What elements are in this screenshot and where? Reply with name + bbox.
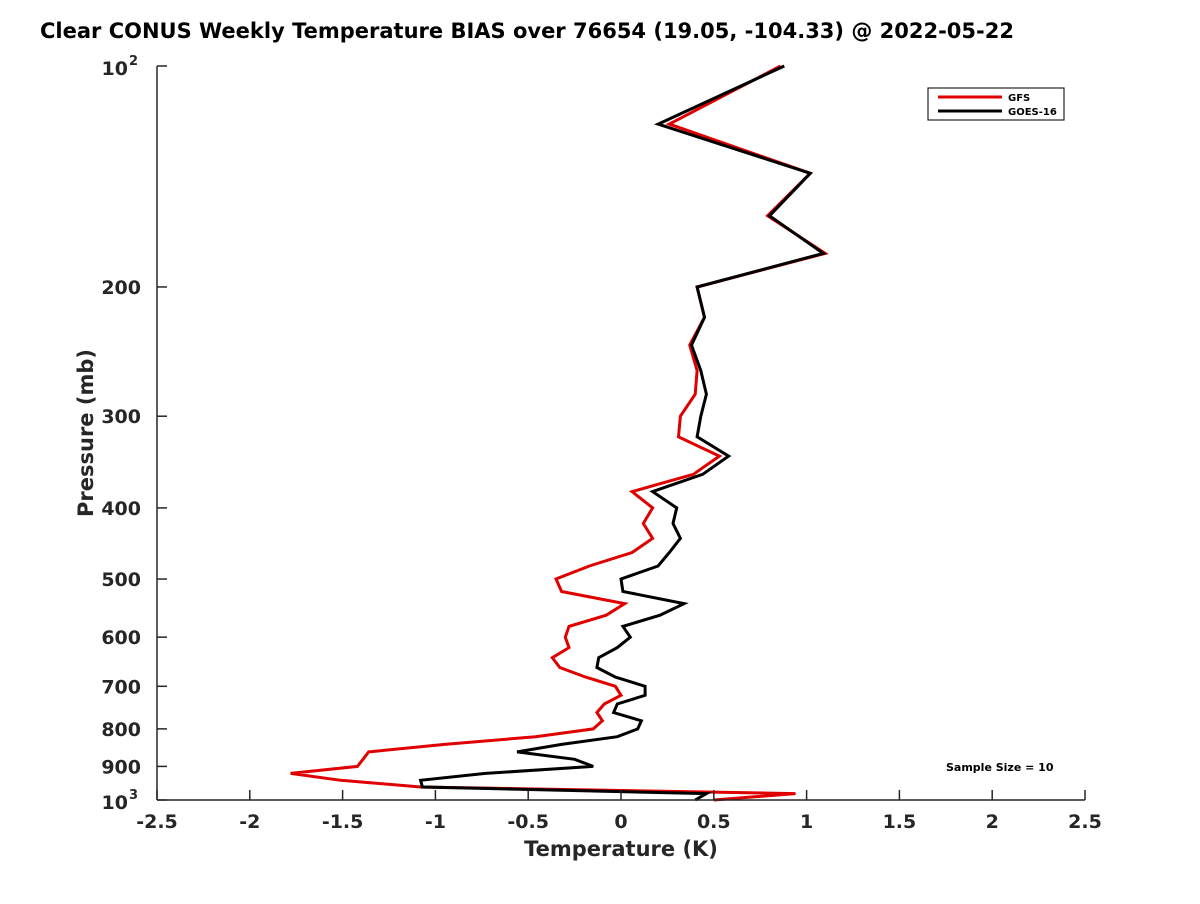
x-tick-label: 0.5 [697,811,731,833]
y-tick-label-base: 10 [102,792,128,814]
y-axis-label: Pressure (mb) [74,349,98,517]
x-ticks: -2.5 -2 -1.5 -1 -0.5 0 0.5 1 1.5 2 2.5 [136,790,1102,833]
y-tick-label: 600 [101,627,141,649]
legend-box [927,87,1065,121]
y-tick-label: 700 [101,676,141,698]
legend-label-goes16: GOES-16 [1008,107,1057,118]
y-tick-label: 200 [101,277,141,299]
legend: GFS GOES-16 [927,87,1065,121]
plot-lines [290,64,829,802]
y-tick-label-exponent: 3 [129,788,138,803]
y-tick-label: 800 [101,719,141,741]
series-line-goes-16 [418,64,827,802]
x-tick-label: -2.5 [136,811,178,833]
y-tick-label: 500 [101,569,141,591]
x-tick-label: 2.5 [1068,811,1102,833]
x-tick-label: -0.5 [507,811,549,833]
legend-label-gfs: GFS [1008,93,1030,104]
x-tick-label: -1 [425,811,446,833]
y-tick-label: 300 [101,406,141,428]
x-tick-label: 1 [800,811,813,833]
axes [156,66,1085,801]
x-tick-label: -1.5 [322,811,364,833]
chart-title: Clear CONUS Weekly Temperature BIAS over… [40,19,1014,43]
x-tick-label: 0 [614,811,627,833]
x-tick-label: 1.5 [883,811,917,833]
y-tick-label-exponent: 2 [129,54,138,69]
y-tick-label-base: 10 [102,58,128,80]
y-tick-label: 900 [101,756,141,778]
sample-size-annotation: Sample Size = 10 [946,761,1054,774]
x-tick-label: 2 [986,811,999,833]
y-tick-label: 400 [101,498,141,520]
series-line-gfs [290,64,829,802]
x-tick-label: -2 [239,811,260,833]
x-axis-label: Temperature (K) [524,837,718,861]
